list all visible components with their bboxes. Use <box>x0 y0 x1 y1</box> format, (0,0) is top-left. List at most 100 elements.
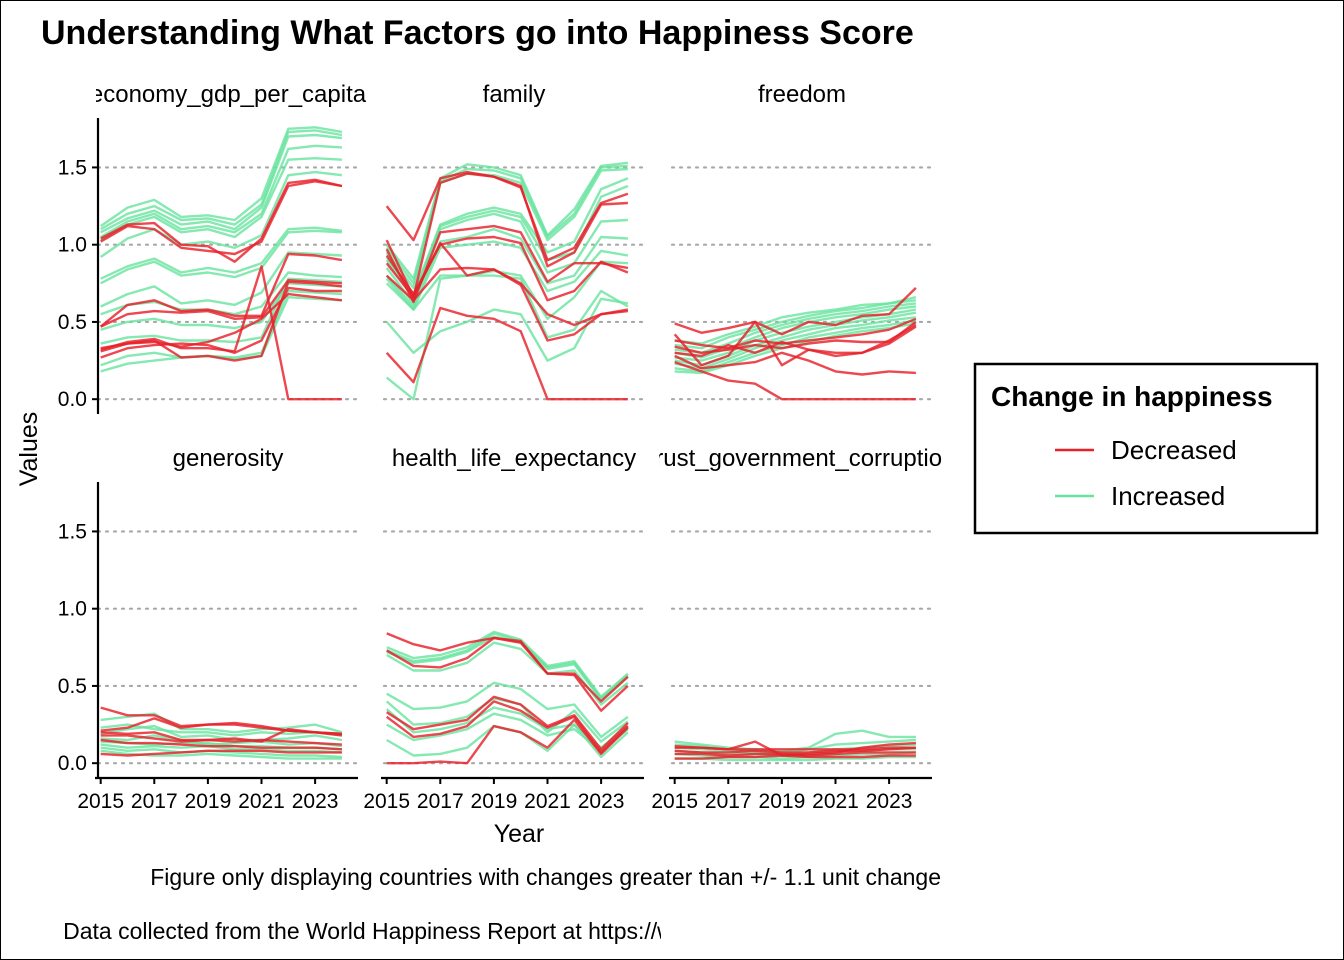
series-line-increased <box>385 227 628 308</box>
series-line-increased <box>100 129 343 231</box>
series-line-decreased <box>674 751 916 757</box>
x-tick-label: 2023 <box>292 790 339 813</box>
legend-box <box>973 362 1319 535</box>
series-line-decreased <box>100 734 342 746</box>
facet-panels: economy_gdp_per_capita 0.0 0.5 1.0 1.5 family… <box>58 81 956 813</box>
x-tick-label: 2023 <box>866 790 913 813</box>
series-line-increased <box>100 743 342 754</box>
facet-panel-health_life_expectancy: health_life_expectancy 2015 2017 2019 2021 20… <box>363 445 646 813</box>
x-tick-label: 2021 <box>524 790 571 813</box>
series-line-increased <box>100 170 343 258</box>
x-tick-label: 2019 <box>759 790 806 813</box>
y-tick-label: 1.0 <box>58 234 87 257</box>
legend-label-decreased: Decreased <box>1111 435 1237 465</box>
x-axis-title: Year <box>494 820 545 848</box>
x-tick-label: 2021 <box>812 790 859 813</box>
x-tick-label: 2019 <box>471 790 518 813</box>
x-tick-label: 2017 <box>705 790 752 813</box>
legend: Change in happiness Decreased Increased <box>973 362 1319 535</box>
series-line-increased <box>385 297 629 362</box>
series-line-decreased <box>386 718 629 765</box>
series-line-increased <box>386 681 629 739</box>
facet-label: family <box>483 81 546 108</box>
facet-panel-freedom: freedom <box>670 81 934 401</box>
caption-line-2-clip: Data collected from the World Happiness … <box>63 918 941 944</box>
series-line-decreased <box>674 317 917 350</box>
chart-title: Understanding What Factors go into Happi… <box>41 14 914 52</box>
facet-panel-trust_government_corruption: trust_government_corruption 2015 2017 2019 2… <box>649 445 956 813</box>
series-line-decreased <box>674 746 916 751</box>
legend-title: Change in happiness <box>991 381 1273 412</box>
series-line-increased <box>100 296 342 373</box>
series-line-increased <box>100 282 342 331</box>
series-line-increased <box>100 251 342 308</box>
series-line-increased <box>385 240 629 311</box>
series-line-increased <box>100 226 343 280</box>
facet-panel-family: family <box>382 81 646 401</box>
series-line-decreased <box>100 280 343 362</box>
caption-line-2: Data collected from the World Happiness … <box>63 918 941 944</box>
series-line-increased <box>100 229 342 285</box>
series-line-increased <box>674 755 916 762</box>
series-line-increased <box>100 126 343 228</box>
series-line-increased <box>100 156 342 242</box>
facet-label: health_life_expectancy <box>392 445 636 472</box>
facet-label: economy_gdp_per_capita <box>90 81 367 108</box>
facet-label: generosity <box>173 445 284 472</box>
facet-panel-economy_gdp_per_capita: economy_gdp_per_capita 0.0 0.5 1.0 1.5 <box>58 81 367 414</box>
caption-line-1: Figure only displaying countries with ch… <box>150 864 941 890</box>
series-line-increased <box>674 299 917 350</box>
series-line-decreased <box>386 695 629 751</box>
x-tick-label: 2015 <box>651 790 698 813</box>
series-line-decreased <box>100 279 342 328</box>
series-line-decreased <box>99 252 343 328</box>
y-tick-label: 1.5 <box>58 156 87 179</box>
y-axis-title: Values <box>15 412 43 487</box>
series-line-increased <box>674 302 917 354</box>
series-line-decreased <box>385 266 629 342</box>
series-line-decreased <box>386 636 629 703</box>
series-line-increased <box>385 260 628 320</box>
series-line-increased <box>386 641 629 706</box>
x-tick-label: 2015 <box>363 790 410 813</box>
series-line-decreased <box>674 351 916 376</box>
series-line-decreased <box>674 754 916 760</box>
facet-label: trust_government_corruption <box>649 445 956 472</box>
series-line-decreased <box>385 172 628 299</box>
y-tick-label: 1.0 <box>58 598 87 621</box>
series-line-decreased <box>674 746 916 754</box>
x-tick-label: 2015 <box>77 790 124 813</box>
series-line-decreased <box>385 306 628 401</box>
series-line-increased <box>385 274 629 401</box>
facet-label: freedom <box>758 81 846 108</box>
series-line-increased <box>100 277 342 345</box>
y-tick-label: 0.5 <box>58 311 87 334</box>
x-tick-label: 2023 <box>578 790 625 813</box>
series-line-decreased <box>674 287 917 336</box>
y-tick-label: 0.0 <box>58 752 87 775</box>
series-line-decreased <box>674 325 917 358</box>
y-tick-label: 1.5 <box>58 520 87 543</box>
x-tick-label: 2021 <box>238 790 285 813</box>
series-line-increased <box>674 305 917 359</box>
series-line-decreased <box>100 265 342 401</box>
series-line-increased <box>100 144 342 239</box>
series-line-decreased <box>100 728 342 743</box>
facet-panel-generosity: generosity 0.0 0.5 1.0 1.5 2015 2017 2019 2021 20… <box>58 445 360 813</box>
series-line-decreased <box>100 178 343 263</box>
x-tick-label: 2017 <box>417 790 464 813</box>
series-line-increased <box>674 751 916 760</box>
series-line-decreased <box>100 180 343 256</box>
series-line-decreased <box>100 749 342 757</box>
y-tick-label: 0.0 <box>58 388 87 411</box>
series-line-increased <box>100 724 343 742</box>
series-line-decreased <box>674 360 916 401</box>
legend-label-increased: Increased <box>1111 481 1225 511</box>
x-tick-label: 2017 <box>131 790 178 813</box>
y-tick-label: 0.5 <box>58 675 87 698</box>
series-line-increased <box>385 164 628 285</box>
series-line-decreased <box>100 738 342 751</box>
x-tick-label: 2019 <box>185 790 232 813</box>
